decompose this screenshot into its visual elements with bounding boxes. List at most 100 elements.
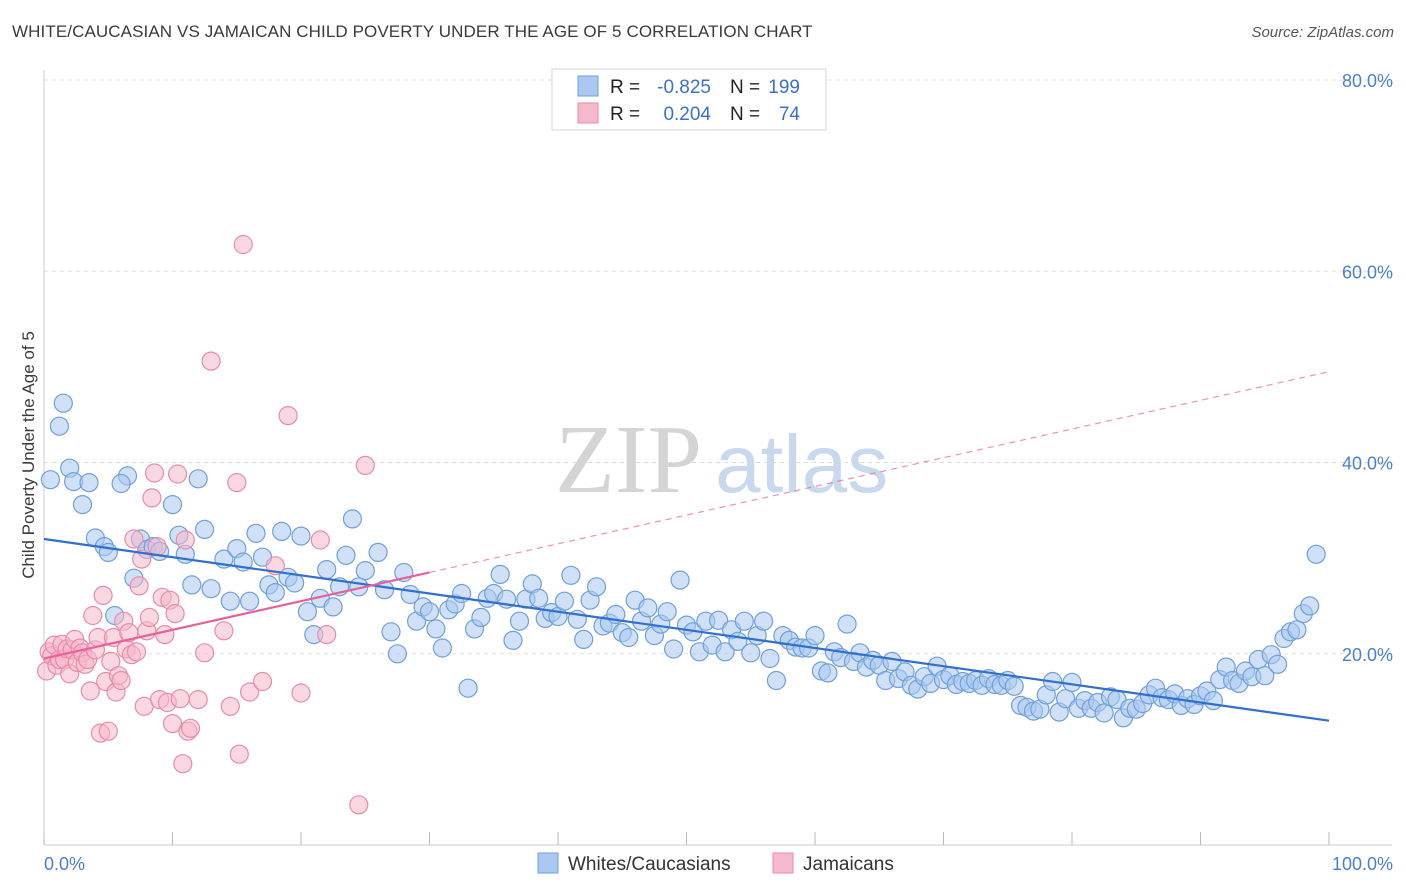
whites-point-106 xyxy=(741,643,761,663)
whites-point-87 xyxy=(619,627,639,648)
jamaicans-point-58 xyxy=(195,643,215,663)
y-tick-labels: 20.0% 40.0% 60.0% 80.0% xyxy=(1342,71,1393,665)
whites-point-95 xyxy=(670,570,690,590)
chart-title: WHITE/CAUCASIAN VS JAMAICAN CHILD POVERT… xyxy=(12,22,813,41)
jamaicans-point-61 xyxy=(220,696,240,716)
whites-point-56 xyxy=(419,602,440,622)
jamaicans-point-42 xyxy=(144,463,165,483)
legend-n-label-2: N = xyxy=(730,104,760,125)
whites-point-73 xyxy=(529,588,549,608)
whites-point-93 xyxy=(657,602,677,622)
whites-point-161 xyxy=(1094,703,1114,723)
legend-swatch-whites xyxy=(577,75,599,97)
whites-point-101 xyxy=(708,610,729,630)
whites-point-188 xyxy=(1267,654,1288,674)
whites-point-90 xyxy=(638,598,658,618)
jamaicans-point-22 xyxy=(93,585,113,606)
whites-point-47 xyxy=(355,560,375,581)
whites-point-78 xyxy=(561,565,581,585)
whites-point-64 xyxy=(471,607,491,628)
whites-point-121 xyxy=(837,614,857,634)
jamaicans-point-65 xyxy=(240,682,260,702)
jamaicans-point-66 xyxy=(252,671,273,692)
whites-point-67 xyxy=(490,564,510,585)
trend-lines xyxy=(43,371,1330,722)
jamaicans-point-43 xyxy=(147,536,167,557)
jamaicans-point-17 xyxy=(80,681,100,701)
whites-point-37 xyxy=(291,526,311,546)
jamaicans-point-72 xyxy=(355,455,375,475)
y-tick-label-60: 60.0% xyxy=(1342,262,1393,282)
whites-point-191 xyxy=(1287,620,1307,640)
whites-point-0 xyxy=(40,470,61,490)
whites-point-48 xyxy=(368,542,388,563)
whites-point-193 xyxy=(1300,596,1320,616)
whites-point-102 xyxy=(715,642,735,662)
legend-r-label-2: R = xyxy=(610,104,640,125)
whites-point-33 xyxy=(265,582,285,603)
source-label: Source: ZipAtlas.com xyxy=(1251,24,1394,41)
whites-point-194 xyxy=(1306,544,1326,564)
whites-point-62 xyxy=(458,678,478,698)
legend-r-value-1: -0.825 xyxy=(657,77,711,98)
whites-point-12 xyxy=(111,473,131,494)
whites-point-80 xyxy=(574,629,594,650)
whites-point-116 xyxy=(805,625,825,646)
watermark-atlas: atlas xyxy=(715,419,888,510)
watermark-zip: ZIP xyxy=(555,406,702,514)
whites-point-147 xyxy=(1004,676,1024,696)
x-tick-label-min: 0.0% xyxy=(44,854,85,874)
whites-point-1 xyxy=(49,416,70,436)
jamaicans-point-41 xyxy=(142,488,162,508)
whites-point-69 xyxy=(503,630,523,651)
jamaicans-point-40 xyxy=(139,607,159,628)
whites-point-23 xyxy=(195,519,215,540)
whites-point-109 xyxy=(760,648,780,669)
axes xyxy=(43,70,1392,846)
whites-point-58 xyxy=(432,638,452,658)
jamaicans-point-62 xyxy=(227,473,247,493)
whites-point-155 xyxy=(1055,689,1076,709)
whites-point-82 xyxy=(586,577,607,597)
whites-point-105 xyxy=(734,611,754,631)
jamaicans-point-54 xyxy=(175,530,195,550)
jamaicans-point-18 xyxy=(83,605,103,626)
jamaicans-point-70 xyxy=(310,530,330,550)
whites-point-26 xyxy=(220,591,240,611)
jamaicans-point-53 xyxy=(173,754,193,774)
jamaicans-point-71 xyxy=(317,624,337,645)
whites-point-41 xyxy=(317,559,337,580)
jamaicans-point-46 xyxy=(155,624,175,645)
whites-point-29 xyxy=(240,591,260,611)
whites-point-36 xyxy=(285,573,305,593)
x-tick-label-max: 100.0% xyxy=(1332,854,1393,874)
whites-point-24 xyxy=(201,579,221,599)
series-jamaicans-points xyxy=(36,234,375,815)
whites-point-108 xyxy=(753,611,774,631)
whites-point-51 xyxy=(387,644,407,664)
jamaicans-point-50 xyxy=(165,603,185,624)
whites-point-49 xyxy=(374,580,395,600)
jamaicans-point-73 xyxy=(349,795,369,815)
y-tick-label-40: 40.0% xyxy=(1342,454,1393,474)
whites-point-50 xyxy=(381,622,401,642)
legend-bottom: Whites/Caucasians Jamaicans xyxy=(537,852,894,875)
trend-line-jamaicans xyxy=(43,571,430,660)
trend-line-whites xyxy=(43,537,1330,722)
whites-point-118 xyxy=(818,663,838,683)
whites-point-2 xyxy=(53,393,73,413)
jamaicans-point-63 xyxy=(229,744,249,764)
whites-point-77 xyxy=(554,591,575,611)
jamaicans-point-59 xyxy=(201,351,221,371)
whites-point-70 xyxy=(509,611,530,631)
jamaicans-point-35 xyxy=(126,642,147,662)
jamaicans-point-34 xyxy=(124,529,144,549)
jamaicans-point-57 xyxy=(188,689,208,710)
legend-swatch-jamaicans xyxy=(577,102,599,124)
x-tick-marks xyxy=(43,832,1330,845)
jamaicans-point-68 xyxy=(278,406,298,426)
legend-top: R = -0.825 N = 199 R = 0.204 N = 74 xyxy=(551,68,827,131)
whites-point-44 xyxy=(336,545,356,565)
whites-point-22 xyxy=(188,469,208,489)
